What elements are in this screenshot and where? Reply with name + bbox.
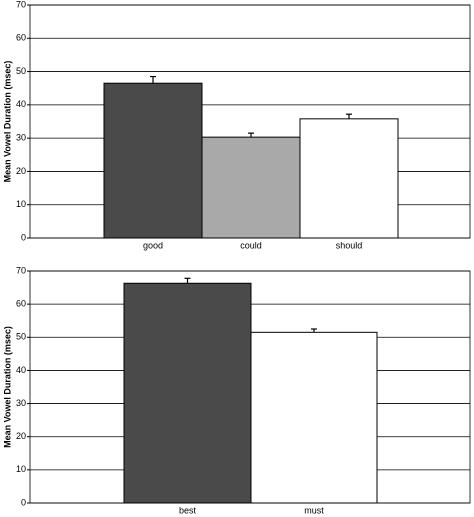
- bar: [299, 118, 399, 239]
- x-tick-label: could: [240, 240, 262, 250]
- y-tick-label: 10: [16, 464, 26, 474]
- x-tick-label: must: [304, 505, 324, 515]
- y-tick-label: 30: [16, 133, 26, 143]
- y-tick-label: 0: [21, 232, 26, 242]
- x-tick-label: should: [336, 240, 363, 250]
- y-tick-label: 20: [16, 431, 26, 441]
- y-axis-label: Mean Vowel Duration (msec): [2, 326, 12, 448]
- y-tick-label: 20: [16, 166, 26, 176]
- y-tick-label: 60: [16, 33, 26, 43]
- y-tick-label: 60: [16, 299, 26, 309]
- y-tick-label: 10: [16, 199, 26, 209]
- y-tick-label: 0: [21, 497, 26, 507]
- bar: [201, 136, 301, 239]
- y-axis-label: Mean Vowel Duration (msec): [2, 61, 12, 183]
- y-tick-label: 40: [16, 99, 26, 109]
- y-tick-label: 40: [16, 365, 26, 375]
- bar: [123, 282, 252, 504]
- x-tick-label: best: [179, 505, 197, 515]
- y-tick-label: 70: [16, 0, 26, 9]
- x-tick-label: good: [143, 240, 163, 250]
- y-tick-label: 50: [16, 332, 26, 342]
- y-tick-label: 50: [16, 66, 26, 76]
- bar: [250, 331, 378, 504]
- bar: [103, 82, 203, 239]
- y-tick-label: 30: [16, 398, 26, 408]
- y-tick-label: 70: [16, 265, 26, 275]
